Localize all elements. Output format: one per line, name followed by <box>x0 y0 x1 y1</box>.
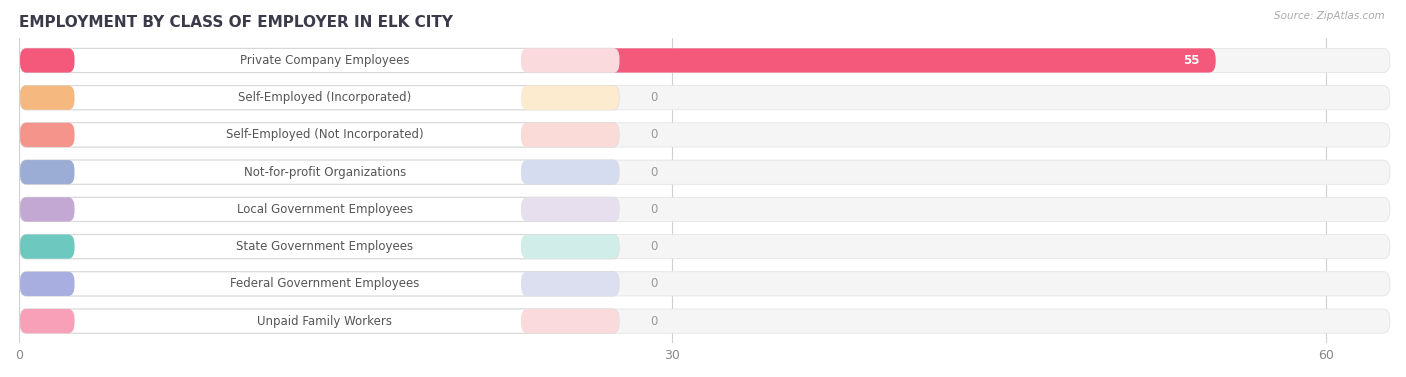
Text: 0: 0 <box>651 277 658 290</box>
FancyBboxPatch shape <box>20 123 619 147</box>
FancyBboxPatch shape <box>522 48 619 72</box>
Text: Self-Employed (Not Incorporated): Self-Employed (Not Incorporated) <box>226 129 423 141</box>
FancyBboxPatch shape <box>522 309 619 333</box>
FancyBboxPatch shape <box>20 160 619 184</box>
FancyBboxPatch shape <box>20 272 75 296</box>
FancyBboxPatch shape <box>522 234 619 259</box>
Text: Federal Government Employees: Federal Government Employees <box>231 277 419 290</box>
Text: 0: 0 <box>651 203 658 216</box>
Text: Private Company Employees: Private Company Employees <box>240 54 409 67</box>
Text: Unpaid Family Workers: Unpaid Family Workers <box>257 314 392 328</box>
Text: 0: 0 <box>651 240 658 253</box>
Text: Local Government Employees: Local Government Employees <box>238 203 413 216</box>
Text: 0: 0 <box>651 314 658 328</box>
FancyBboxPatch shape <box>522 86 619 110</box>
FancyBboxPatch shape <box>522 197 619 222</box>
FancyBboxPatch shape <box>20 234 75 259</box>
FancyBboxPatch shape <box>20 160 1391 184</box>
FancyBboxPatch shape <box>522 123 619 147</box>
FancyBboxPatch shape <box>20 197 1391 222</box>
FancyBboxPatch shape <box>20 309 75 333</box>
Text: Not-for-profit Organizations: Not-for-profit Organizations <box>243 166 406 179</box>
FancyBboxPatch shape <box>20 48 1391 72</box>
FancyBboxPatch shape <box>20 86 619 110</box>
FancyBboxPatch shape <box>20 234 1391 259</box>
FancyBboxPatch shape <box>20 48 75 72</box>
FancyBboxPatch shape <box>20 197 619 222</box>
FancyBboxPatch shape <box>20 86 1391 110</box>
Text: State Government Employees: State Government Employees <box>236 240 413 253</box>
Text: Source: ZipAtlas.com: Source: ZipAtlas.com <box>1274 11 1385 21</box>
Text: Self-Employed (Incorporated): Self-Employed (Incorporated) <box>239 91 412 104</box>
FancyBboxPatch shape <box>20 272 1391 296</box>
FancyBboxPatch shape <box>20 197 75 222</box>
FancyBboxPatch shape <box>20 309 1391 333</box>
FancyBboxPatch shape <box>20 160 75 184</box>
FancyBboxPatch shape <box>20 48 619 72</box>
FancyBboxPatch shape <box>20 48 1216 72</box>
FancyBboxPatch shape <box>20 123 1391 147</box>
FancyBboxPatch shape <box>522 160 619 184</box>
Text: 0: 0 <box>651 91 658 104</box>
FancyBboxPatch shape <box>20 86 75 110</box>
Text: EMPLOYMENT BY CLASS OF EMPLOYER IN ELK CITY: EMPLOYMENT BY CLASS OF EMPLOYER IN ELK C… <box>20 15 453 30</box>
Text: 0: 0 <box>651 129 658 141</box>
Text: 55: 55 <box>1182 54 1199 67</box>
FancyBboxPatch shape <box>20 234 619 259</box>
FancyBboxPatch shape <box>20 123 75 147</box>
FancyBboxPatch shape <box>20 272 619 296</box>
Text: 0: 0 <box>651 166 658 179</box>
FancyBboxPatch shape <box>20 309 619 333</box>
FancyBboxPatch shape <box>522 272 619 296</box>
